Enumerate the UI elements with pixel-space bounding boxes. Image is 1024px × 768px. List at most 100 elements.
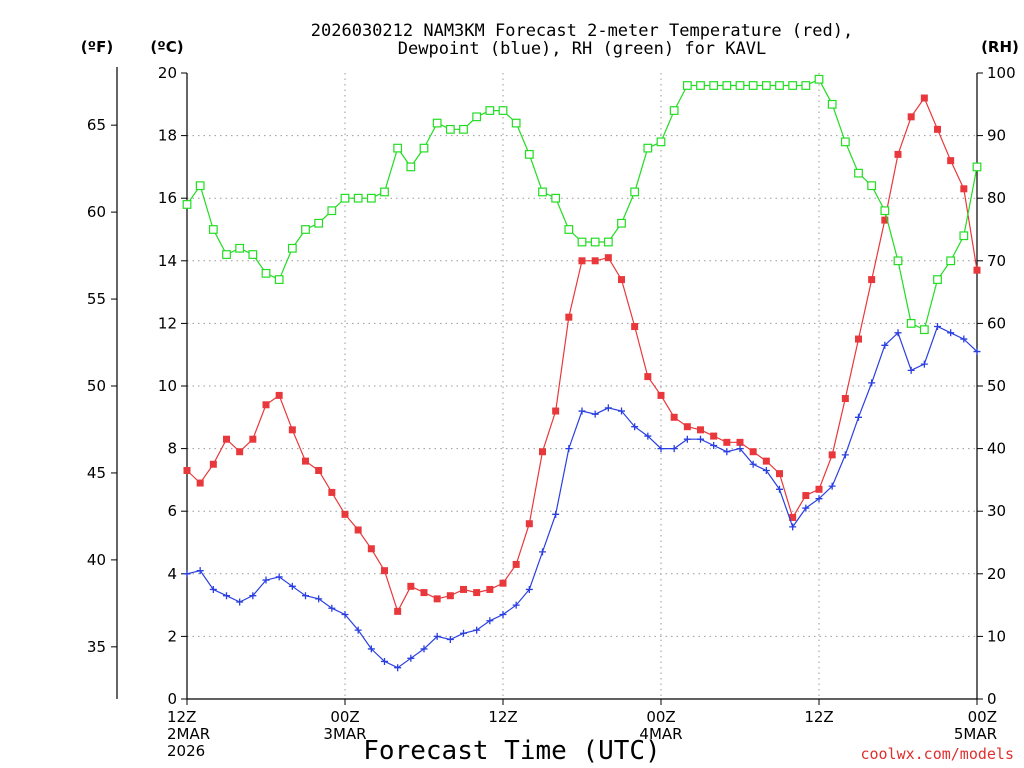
dewpoint-point-57 [934,323,941,331]
fahrenheit-tick-label: 65 [87,116,106,134]
temperature-point-54 [894,150,902,158]
credit-text: coolwx.com/models [860,745,1014,763]
rh-point-18 [419,143,429,153]
rh-tick-label: 0 [987,690,997,708]
temperature-point-22 [473,589,481,597]
rh-point-49 [827,99,837,109]
chart-title-line2: Dewpoint (blue), RH (green) for KAVL [398,39,766,59]
rh-point-60 [972,162,982,172]
x-tick-label: 3MAR [323,725,366,743]
temperature-point-20 [446,592,454,600]
x-tick-label: 5MAR [954,725,997,743]
temperature-point-44 [762,457,770,465]
celsius-unit-label: (ºC) [150,38,183,56]
chart-title: 2026030212 NAM3KM Forecast 2-meter Tempe… [311,21,853,41]
rh-point-35 [643,143,653,153]
dewpoint-point-47 [802,504,810,512]
rh-point-10 [314,218,324,228]
dewpoint-point-36 [657,445,665,453]
dewpoint-point-42 [736,445,744,453]
rh-point-16 [393,143,403,153]
dewpoint-point-12 [341,610,349,618]
temperature-point-0 [183,467,191,475]
fahrenheit-tick-label: 60 [87,203,106,221]
temperature-point-30 [578,257,586,265]
temperature-point-28 [552,407,560,415]
temperature-point-18 [420,589,428,597]
temperature-point-14 [367,545,375,553]
dewpoint-point-0 [183,570,191,578]
rh-point-58 [946,256,956,266]
fahrenheit-tick-label: 45 [87,464,106,482]
temperature-point-2 [209,460,217,468]
dewpoint-point-29 [565,445,573,453]
rh-point-4 [235,243,245,253]
rh-point-41 [722,81,732,90]
dewpoint-point-26 [525,585,533,593]
rh-point-25 [511,118,521,128]
celsius-tick-label: 12 [158,314,177,332]
rh-tick-label: 90 [987,127,1006,145]
dewpoint-point-43 [749,460,757,468]
rh-point-11 [327,206,337,216]
rh-point-15 [380,187,389,197]
temperature-point-5 [249,435,257,443]
rh-point-46 [788,81,798,90]
rh-point-24 [498,106,508,115]
dewpoint-point-18 [420,645,428,653]
dewpoint-point-40 [710,441,718,449]
rh-point-12 [340,193,350,203]
temperature-point-8 [288,426,296,434]
rh-point-7 [274,275,284,284]
rh-point-38 [682,81,692,90]
temperature-point-56 [920,94,928,102]
temperature-point-46 [789,513,797,521]
dewpoint-point-14 [367,645,375,653]
dewpoint-point-59 [960,335,968,343]
dewpoint-point-45 [776,485,783,493]
rh-point-30 [577,237,587,247]
dewpoint-point-3 [223,592,230,600]
rh-tick-label: 30 [987,502,1006,520]
fahrenheit-tick-label: 55 [87,290,106,308]
rh-tick-label: 40 [987,440,1006,458]
rh-point-17 [406,162,416,172]
rh-point-26 [524,149,534,159]
temperature-point-39 [697,426,704,434]
rh-point-57 [933,275,942,284]
temperature-point-34 [631,323,639,331]
x-tick-label: 00Z [646,708,675,726]
dewpoint-point-33 [618,407,625,415]
temperature-point-53 [881,216,889,224]
temperature-point-17 [407,582,415,590]
temperature-point-3 [223,435,230,443]
dewpoint-point-27 [539,548,546,556]
dewpoint-point-6 [262,576,270,584]
dewpoint-point-25 [512,601,520,609]
temperature-point-29 [565,313,573,321]
dewpoint-point-17 [407,654,415,662]
rh-point-1 [195,181,205,191]
temperature-point-4 [236,448,244,456]
dewpoint-point-9 [302,592,309,600]
rh-point-45 [775,81,784,90]
temperature-point-50 [841,395,849,403]
rh-point-5 [248,250,258,259]
dewpoint-point-5 [249,592,257,600]
rh-tick-label: 100 [987,64,1016,82]
temperature-point-41 [723,438,731,446]
x-tick-label: 12Z [488,708,517,726]
dewpoint-point-2 [209,585,217,593]
dewpoint-point-16 [394,664,402,672]
rh-point-22 [472,112,482,122]
celsius-tick-label: 20 [158,64,177,82]
x-tick-label: 4MAR [639,725,682,743]
rh-tick-label: 70 [987,252,1006,270]
rh-point-42 [735,81,745,90]
rh-point-29 [564,225,574,234]
rh-point-56 [919,325,929,335]
x-tick-label: 2MAR [167,725,210,743]
temperature-point-15 [381,567,388,575]
temperature-point-36 [657,391,665,399]
